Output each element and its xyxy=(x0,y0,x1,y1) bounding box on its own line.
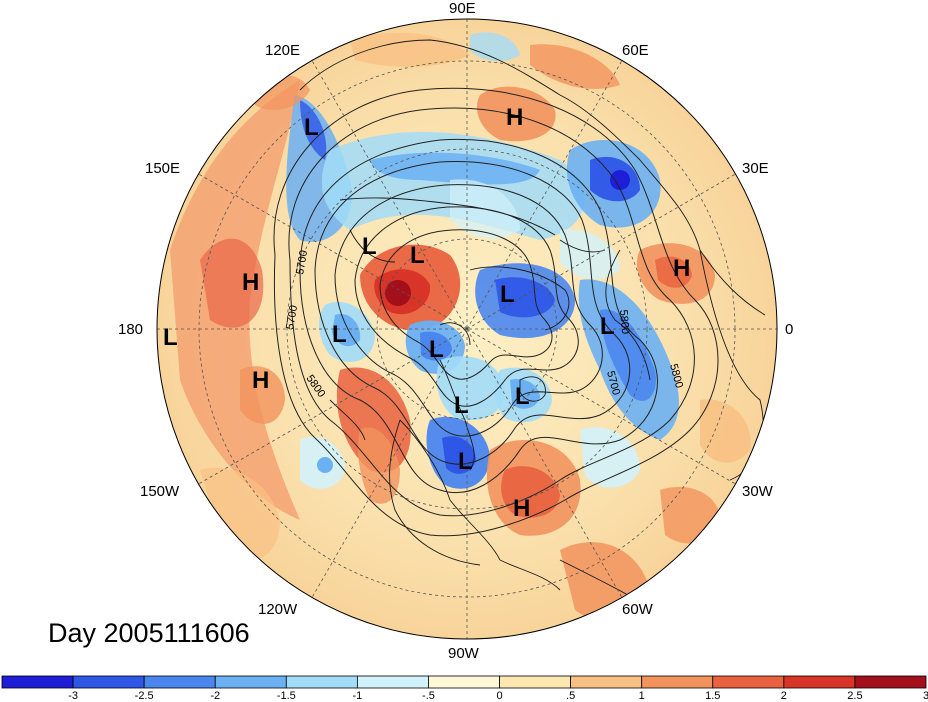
polar-stereographic-map: 90E 60E 30E 0 30W 60W 90W 120W 150W 180 … xyxy=(118,0,793,662)
pressure-center-label: L xyxy=(410,242,425,269)
lon-label-30e: 30E xyxy=(742,160,769,177)
pressure-center-label: L xyxy=(163,324,178,351)
graticule xyxy=(157,19,777,639)
pressure-center-label: L xyxy=(515,383,530,410)
pressure-center-label: H xyxy=(513,495,530,522)
colorbar-tick-label: -.5 xyxy=(422,690,435,702)
date-label: Day 2005111606 xyxy=(48,618,250,648)
map-boundary xyxy=(156,18,778,640)
alaska-warm-anomaly xyxy=(336,367,411,473)
colorbar-bin xyxy=(143,675,216,689)
lon-label-180: 180 xyxy=(118,321,143,338)
colorbar-tick-label: -2 xyxy=(210,690,220,702)
colorbar: -3 -2.5 -2 -1.5 -1 -.5 0 .5 1 1.5 2 2.5 3 xyxy=(1,675,928,702)
pressure-center-label: H xyxy=(506,104,523,131)
pressure-center-label: H xyxy=(242,269,259,296)
colorbar-tick-label: 3 xyxy=(923,690,928,702)
colorbar-bin xyxy=(570,675,643,689)
colorbar-bin xyxy=(285,675,358,689)
pressure-center-label: H xyxy=(252,367,269,394)
lon-label-90w: 90W xyxy=(448,645,480,662)
colorbar-bin xyxy=(428,675,500,689)
colorbar-tick-label: 1.5 xyxy=(705,690,720,702)
colorbar-tick-label: -1.5 xyxy=(277,690,296,702)
contour-label: 5700 xyxy=(284,304,300,330)
colorbar-tick-label: .5 xyxy=(566,690,575,702)
longitude-labels: 90E 60E 30E 0 30W 60W 90W 120W 150W 180 … xyxy=(118,0,793,662)
colorbar-tick-label: -2.5 xyxy=(135,690,154,702)
contour-label: 5800 xyxy=(617,309,631,334)
colorbar-bin xyxy=(641,675,714,689)
pressure-center-label: L xyxy=(362,233,377,260)
lon-label-30w: 30W xyxy=(742,483,774,500)
anomaly-field xyxy=(157,19,777,639)
pressure-center-label: L xyxy=(304,114,319,141)
lon-label-120w: 120W xyxy=(258,601,298,618)
lon-label-0: 0 xyxy=(785,321,793,338)
pressure-center-label: L xyxy=(600,313,615,340)
lon-label-120e: 120E xyxy=(265,42,300,59)
colorbar-bin xyxy=(712,675,785,689)
pressure-center-label: L xyxy=(458,448,473,475)
colorbar-tick-label: 1 xyxy=(639,690,645,702)
height-contours xyxy=(273,87,719,537)
colorbar-tick-label: 0 xyxy=(496,690,502,702)
pressure-center-label: L xyxy=(332,321,347,348)
lon-label-90e: 90E xyxy=(449,0,476,17)
colorbar-tick-label: -3 xyxy=(68,690,78,702)
colorbar-bin xyxy=(72,675,145,689)
pressure-center-label: L xyxy=(454,392,469,419)
lon-label-150w: 150W xyxy=(140,483,180,500)
lon-label-150e: 150E xyxy=(145,160,180,177)
pressure-center-label: L xyxy=(429,336,444,363)
colorbar-tick-label: 2.5 xyxy=(847,690,862,702)
colorbar-tick-label: -1 xyxy=(352,690,362,702)
colorbar-bin xyxy=(356,675,429,689)
colorbar-bins xyxy=(1,675,927,689)
pressure-centers: L H L L H L L H L L L H L L L H xyxy=(163,104,690,522)
pressure-center-label: H xyxy=(673,255,690,282)
pressure-center-label: L xyxy=(500,281,515,308)
colorbar-bin xyxy=(1,675,74,689)
colorbar-ticks: -3 -2.5 -2 -1.5 -1 -.5 0 .5 1 1.5 2 2.5 3 xyxy=(68,690,928,702)
colorbar-bin xyxy=(854,675,927,689)
colorbar-bin xyxy=(499,675,572,689)
colorbar-tick-label: 2 xyxy=(781,690,787,702)
lon-label-60e: 60E xyxy=(622,42,649,59)
colorbar-bin xyxy=(214,675,287,689)
contour-label: 5700 xyxy=(294,249,310,275)
lon-label-60w: 60W xyxy=(622,601,654,618)
colorbar-bin xyxy=(783,675,856,689)
